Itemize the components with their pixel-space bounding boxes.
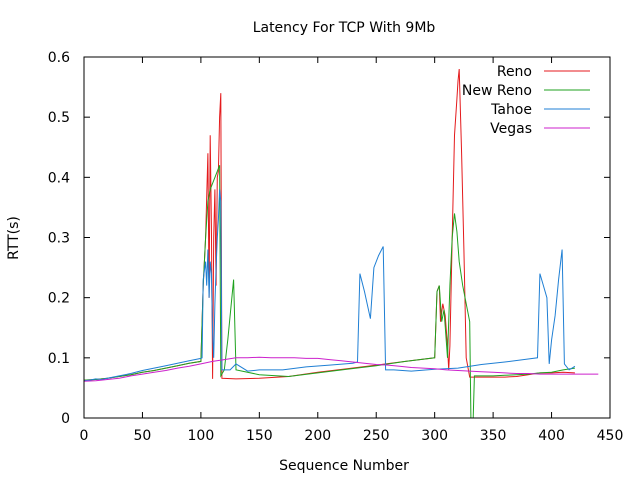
x-tick-label: 300 xyxy=(421,428,448,444)
y-tick-label: 0 xyxy=(61,411,70,427)
x-tick-label: 350 xyxy=(480,428,507,444)
axis-ticks: 0 50 100 150 200 250 300 350 400 450 0 0.1 0.2 0.3 0.4… xyxy=(48,50,624,444)
y-tick-label: 0.4 xyxy=(48,170,70,186)
x-tick-label: 150 xyxy=(246,428,273,444)
series-line-new-reno xyxy=(83,165,575,419)
series-line-vegas xyxy=(83,356,599,382)
x-tick-label: 0 xyxy=(80,428,89,444)
y-tick-label: 0.1 xyxy=(48,351,70,367)
y-tick-label: 0.6 xyxy=(48,50,70,66)
legend-label: Tahoe xyxy=(490,102,532,118)
x-axis-label: Sequence Number xyxy=(279,458,409,474)
x-tick-label: 50 xyxy=(134,428,152,444)
plot-lines xyxy=(83,68,599,419)
y-tick-label: 0.2 xyxy=(48,291,70,307)
series-line-tahoe xyxy=(83,189,576,382)
legend-label: New Reno xyxy=(462,83,532,99)
legend-label: Vegas xyxy=(490,121,532,137)
legend-label: Reno xyxy=(497,64,532,80)
y-axis-label: RTT(s) xyxy=(6,216,22,260)
x-tick-label: 400 xyxy=(538,428,565,444)
y-tick-label: 0.5 xyxy=(48,110,70,126)
x-tick-label: 200 xyxy=(304,428,331,444)
chart-title: Latency For TCP With 9Mb xyxy=(253,20,436,36)
x-tick-label: 250 xyxy=(363,428,390,444)
x-tick-label: 100 xyxy=(188,428,215,444)
plot-frame xyxy=(83,56,611,419)
y-tick-label: 0.3 xyxy=(48,231,70,247)
x-tick-label: 450 xyxy=(597,428,624,444)
legend: Reno New Reno Tahoe Vegas xyxy=(462,64,590,137)
